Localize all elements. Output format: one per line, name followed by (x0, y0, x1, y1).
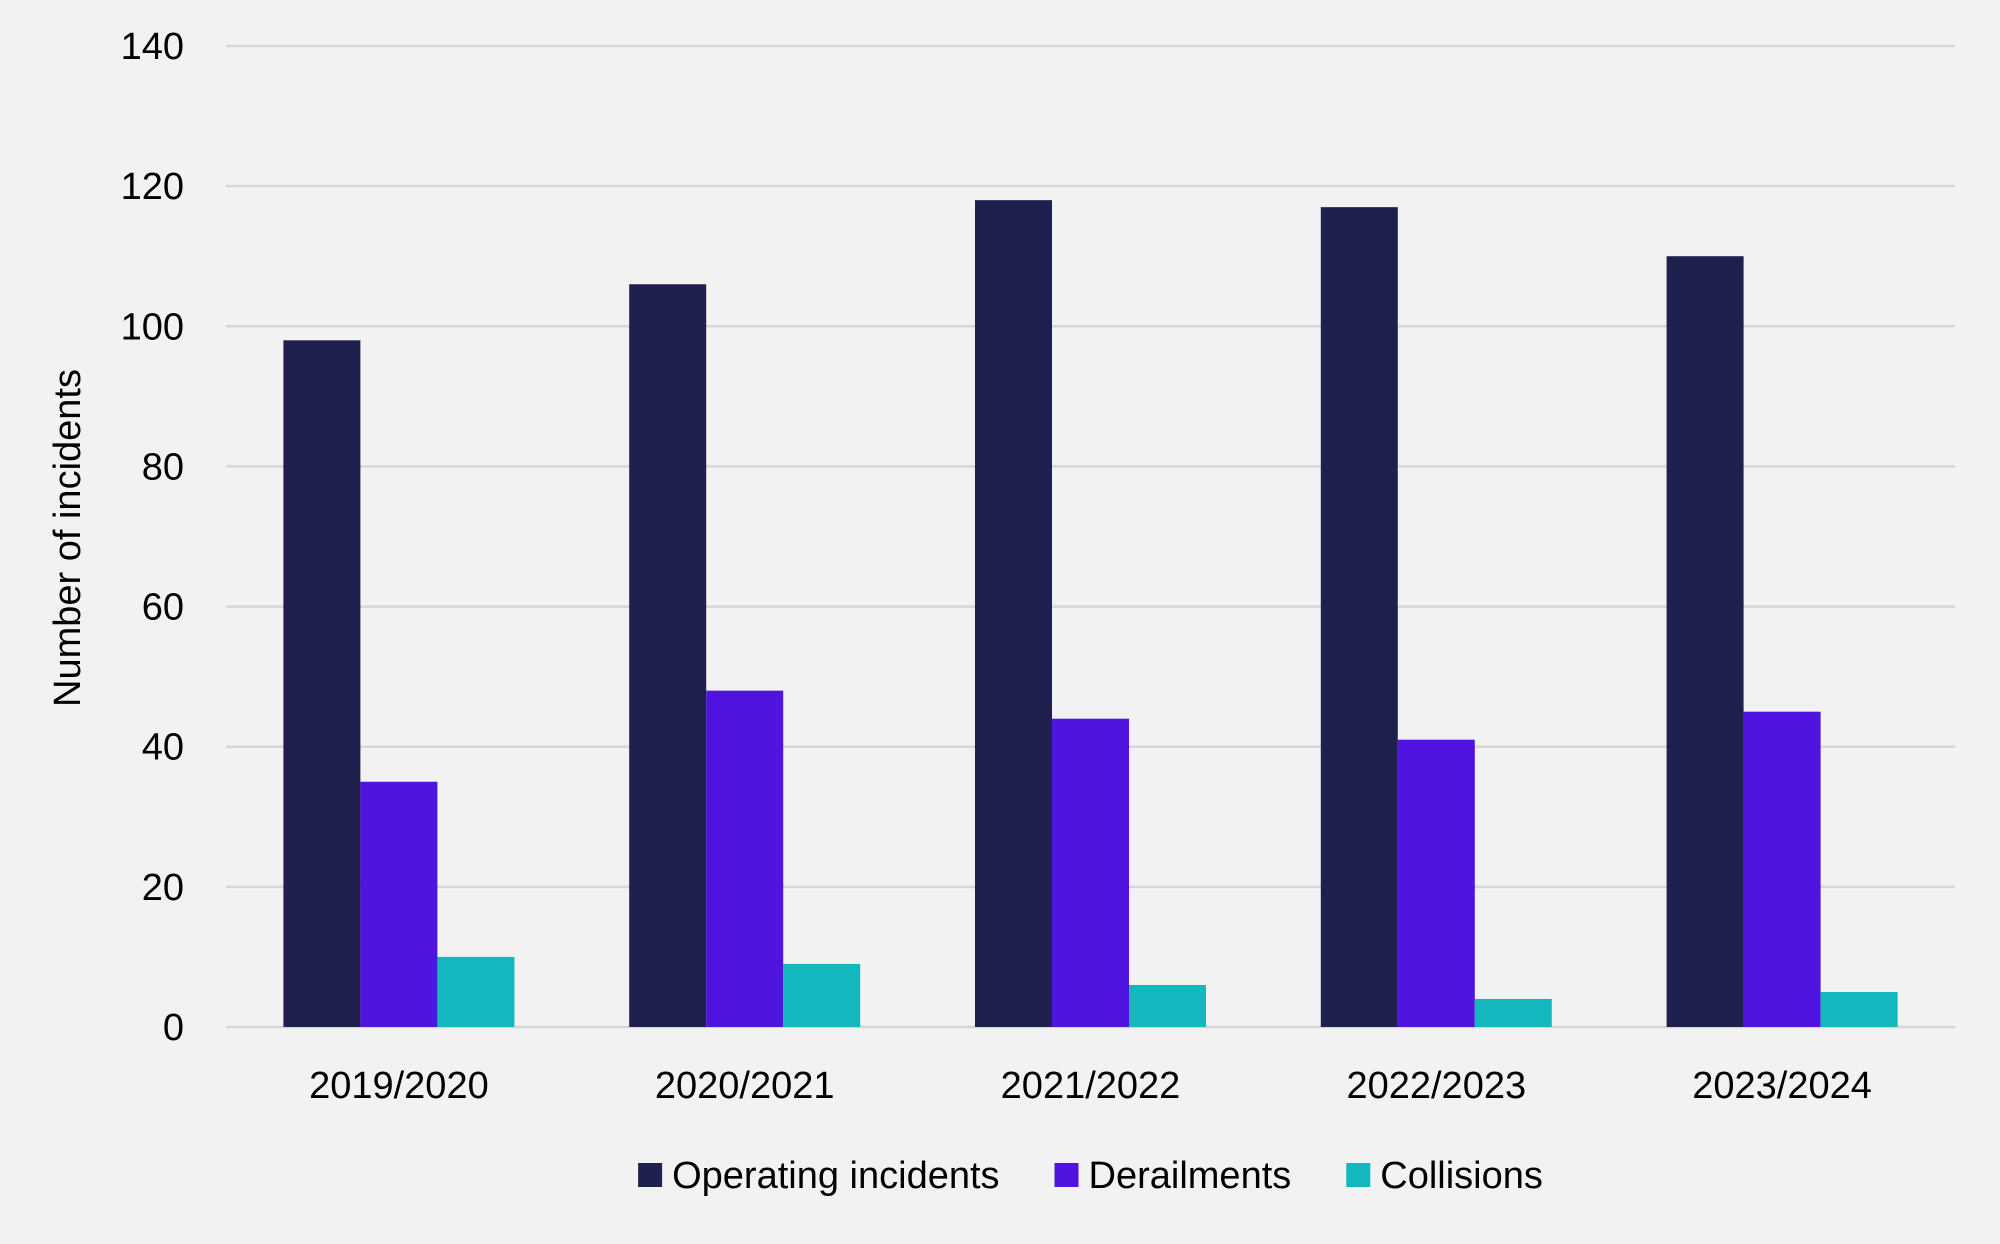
x-tick-label: 2020/2021 (655, 1065, 835, 1107)
legend-swatch (1054, 1163, 1079, 1187)
bar-derailments (1743, 711, 1821, 1027)
legend-item: Derailments (1054, 1155, 1292, 1197)
legend-item: Operating incidents (638, 1155, 1000, 1197)
legend-label: Derailments (1089, 1155, 1292, 1197)
legend: Operating incidents Derailments Collisions (638, 1155, 1543, 1197)
bar-collisions (1820, 991, 1898, 1027)
bars (283, 200, 1898, 1027)
legend-swatch (1346, 1163, 1371, 1187)
y-axis-ticks: 0 20 40 60 80 100 120 140 (121, 26, 184, 1049)
legend-label: Operating incidents (672, 1155, 999, 1197)
x-tick-label: 2023/2024 (1692, 1065, 1872, 1107)
x-axis-ticks: 2019/2020 2020/2021 2021/2022 2022/2023 2023… (309, 1065, 1872, 1107)
bar-operating-incidents (283, 340, 361, 1027)
bar-operating-incidents (1666, 256, 1744, 1027)
bar-collisions (1129, 984, 1206, 1027)
bar-derailments (1052, 718, 1129, 1027)
legend-label: Collisions (1380, 1155, 1543, 1197)
y-tick-label: 40 (142, 727, 184, 769)
y-tick-label: 20 (142, 867, 184, 909)
bar-collisions (1474, 998, 1552, 1027)
y-tick-label: 140 (121, 26, 184, 68)
y-tick-label: 0 (163, 1007, 184, 1049)
y-tick-label: 80 (142, 446, 184, 488)
bar-operating-incidents (975, 200, 1052, 1027)
y-tick-label: 100 (121, 306, 184, 348)
x-tick-label: 2021/2022 (1001, 1065, 1181, 1107)
bar-collisions (437, 956, 515, 1027)
x-tick-label: 2022/2023 (1346, 1065, 1526, 1107)
bar-collisions (783, 963, 861, 1027)
bar-operating-incidents (629, 284, 707, 1027)
bar-derailments (706, 690, 784, 1027)
legend-swatch (638, 1163, 663, 1187)
y-axis-title: Number of incidents (47, 369, 89, 707)
bar-derailments (360, 781, 438, 1027)
bar-operating-incidents (1320, 207, 1398, 1027)
y-tick-label: 60 (142, 587, 184, 629)
bar-derailments (1397, 739, 1475, 1027)
y-tick-label: 120 (121, 166, 184, 208)
x-tick-label: 2019/2020 (309, 1065, 489, 1107)
legend-item: Collisions (1346, 1155, 1543, 1197)
